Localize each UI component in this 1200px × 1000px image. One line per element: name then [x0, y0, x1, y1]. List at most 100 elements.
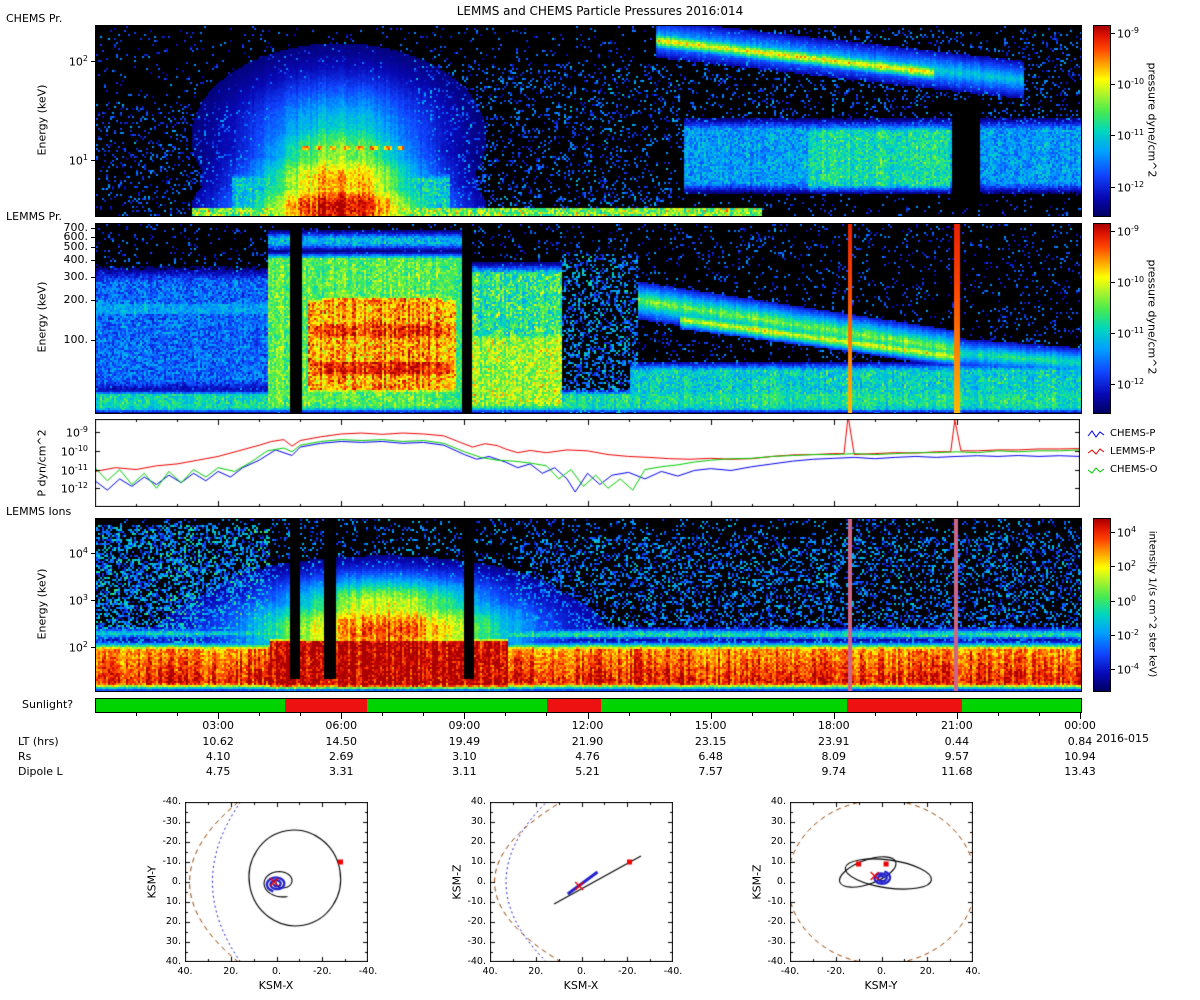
time-axis-tick: [259, 713, 261, 716]
orbit-y-tick-label: -40.: [767, 956, 786, 967]
pressure-tick-label: 10-9: [66, 425, 88, 440]
chems-energy-tick-label: 102: [68, 53, 88, 69]
lemms-energy-tick-label: 700.: [63, 220, 89, 234]
lemms-energy-tickmark: [91, 300, 95, 302]
lemms-energy-tickmark: [91, 247, 95, 249]
pressure-tick-label: 10-12: [60, 481, 88, 496]
dipole-l-value: 9.74: [821, 765, 847, 778]
pressure-tick-label: 10-11: [60, 462, 88, 478]
cb2-tickmark: [1111, 281, 1115, 283]
legend-chems-p-label: CHEMS-P: [1110, 428, 1156, 439]
cb4-tick-label: 102: [1117, 559, 1137, 574]
orbit-x-tick-label: 0.: [876, 966, 887, 977]
cb4-tick-label: 10-2: [1117, 627, 1139, 643]
cb4-tickmark: [1111, 531, 1115, 533]
colorbar-pressure-label-2: pressure dyne/cm^2: [1145, 259, 1159, 375]
legend-line-chems-o-icon: [1087, 466, 1105, 474]
orbit-y-tick-label: 20.: [770, 836, 786, 847]
time-axis-tick: [997, 713, 999, 716]
orbit-y-tick-label: 20.: [165, 916, 181, 927]
lt-value: 19.49: [448, 735, 481, 748]
time-axis-tick: [669, 713, 671, 716]
ions-energy-tickmark: [91, 553, 95, 555]
cb2-tickmark: [1111, 383, 1115, 385]
time-axis-tick: [505, 713, 507, 716]
orbit-y-tick-label: -20.: [162, 836, 181, 847]
cb2-tick-label: 10-11: [1117, 325, 1145, 341]
colorbar-pressure-label-1: pressure dyne/cm^2: [1145, 62, 1159, 178]
time-axis-tick: [300, 713, 302, 716]
orbit-y-tick-label: 0.: [171, 876, 181, 887]
time-tick-label: 18:00: [817, 719, 850, 732]
dipole-l-value: 3.11: [452, 765, 477, 778]
orbit-y-tick-label: -10.: [162, 856, 181, 867]
time-axis-tick: [751, 713, 753, 716]
colorbar-lemms-ions: [1093, 518, 1111, 692]
cb2-tick-label: 10-9: [1117, 223, 1139, 239]
lemms-energy-tickmark: [91, 276, 95, 278]
dipole-l-value: 5.21: [575, 765, 600, 778]
sunlight-bar: [95, 698, 1082, 713]
orbit-y-tick-label: 0.: [476, 876, 486, 887]
cb1-tickmark: [1111, 32, 1115, 34]
cb1-tickmark: [1111, 135, 1115, 137]
time-tick-label: 09:00: [448, 719, 481, 732]
pressure-tick-label: 10-10: [60, 443, 88, 459]
rs-value: 4.10: [205, 750, 231, 763]
orbit1-xlabel: KSM-X: [258, 979, 294, 992]
time-tick-label: 15:00: [694, 719, 727, 732]
orbit-plot-ksmx-ksmy: [185, 802, 368, 962]
orbit-x-tick-label: -20.: [312, 966, 332, 977]
chems-pressure-spectrogram: [95, 25, 1082, 217]
cb2-tickmark: [1111, 332, 1115, 334]
chems-energy-tickmark: [91, 160, 95, 162]
time-axis-tick: [423, 713, 425, 716]
cb2-tickmark: [1111, 230, 1115, 232]
time-axis-tick: [136, 713, 138, 716]
cb4-tickmark: [1111, 566, 1115, 568]
orbit-x-tick-label: -40.: [358, 966, 378, 977]
lemms-pressure-spectrogram: [95, 223, 1082, 414]
time-axis-tick: [341, 713, 343, 719]
chems-panel-label: CHEMS Pr.: [6, 12, 63, 25]
lemms-panel-label: LEMMS Pr.: [6, 210, 62, 223]
orbit-x-tick-label: 20.: [223, 966, 239, 977]
sunlight-segment-lit: [96, 699, 285, 712]
dipole-l-value: 7.57: [698, 765, 723, 778]
time-axis-tick: [833, 713, 835, 719]
cb1-tickmark: [1111, 186, 1115, 188]
orbit-x-tick-label: 40.: [482, 966, 498, 977]
colorbar-chems-pressure: [1093, 25, 1111, 217]
cb1-tick-label: 10-9: [1117, 25, 1139, 41]
figure-title: LEMMS and CHEMS Particle Pressures 2016:…: [456, 4, 744, 18]
orbit-y-tick-label: -10.: [467, 896, 486, 907]
time-axis-tick: [710, 713, 712, 719]
orbit-x-tick-label: 20.: [528, 966, 544, 977]
legend-chems-o: CHEMS-O: [1087, 464, 1158, 475]
dipole-l-value: 13.43: [1064, 765, 1096, 778]
legend-chems-p: CHEMS-P: [1087, 428, 1155, 439]
cb2-tick-label: 10-10: [1117, 274, 1145, 290]
orbit-y-tick-label: -40.: [162, 796, 181, 807]
cb1-tick-label: 10-11: [1117, 128, 1145, 144]
legend-line-chems-p-icon: [1087, 429, 1105, 438]
lt-row-label: LT (hrs): [18, 735, 59, 748]
orbit-y-tick-label: 40.: [770, 796, 786, 807]
lemms-energy-tick-label: 200.: [63, 293, 89, 307]
ions-energy-tick-label: 104: [68, 546, 88, 561]
chems-energy-tick-label: 101: [68, 153, 88, 168]
rs-value: 6.48: [698, 750, 723, 763]
sunlight-segment-lit: [366, 699, 548, 712]
chems-energy-tickmark: [91, 60, 95, 62]
time-axis-tick: [177, 713, 179, 716]
sunlight-segment-shadow: [284, 699, 367, 712]
orbit-y-tick-label: 40.: [165, 956, 181, 967]
lemms-energy-tick-label: 400.: [63, 253, 89, 267]
legend-line-lemms-p-icon: [1087, 447, 1105, 455]
lemms-energy-tick-label: 100.: [63, 333, 89, 347]
pressure-line-plot: [95, 419, 1080, 507]
dipole-l-value: 4.75: [205, 765, 231, 778]
time-tick-label: 00:00: [1064, 719, 1096, 732]
lt-value: 21.90: [571, 735, 604, 748]
orbit-y-tick-label: 30.: [470, 816, 486, 827]
